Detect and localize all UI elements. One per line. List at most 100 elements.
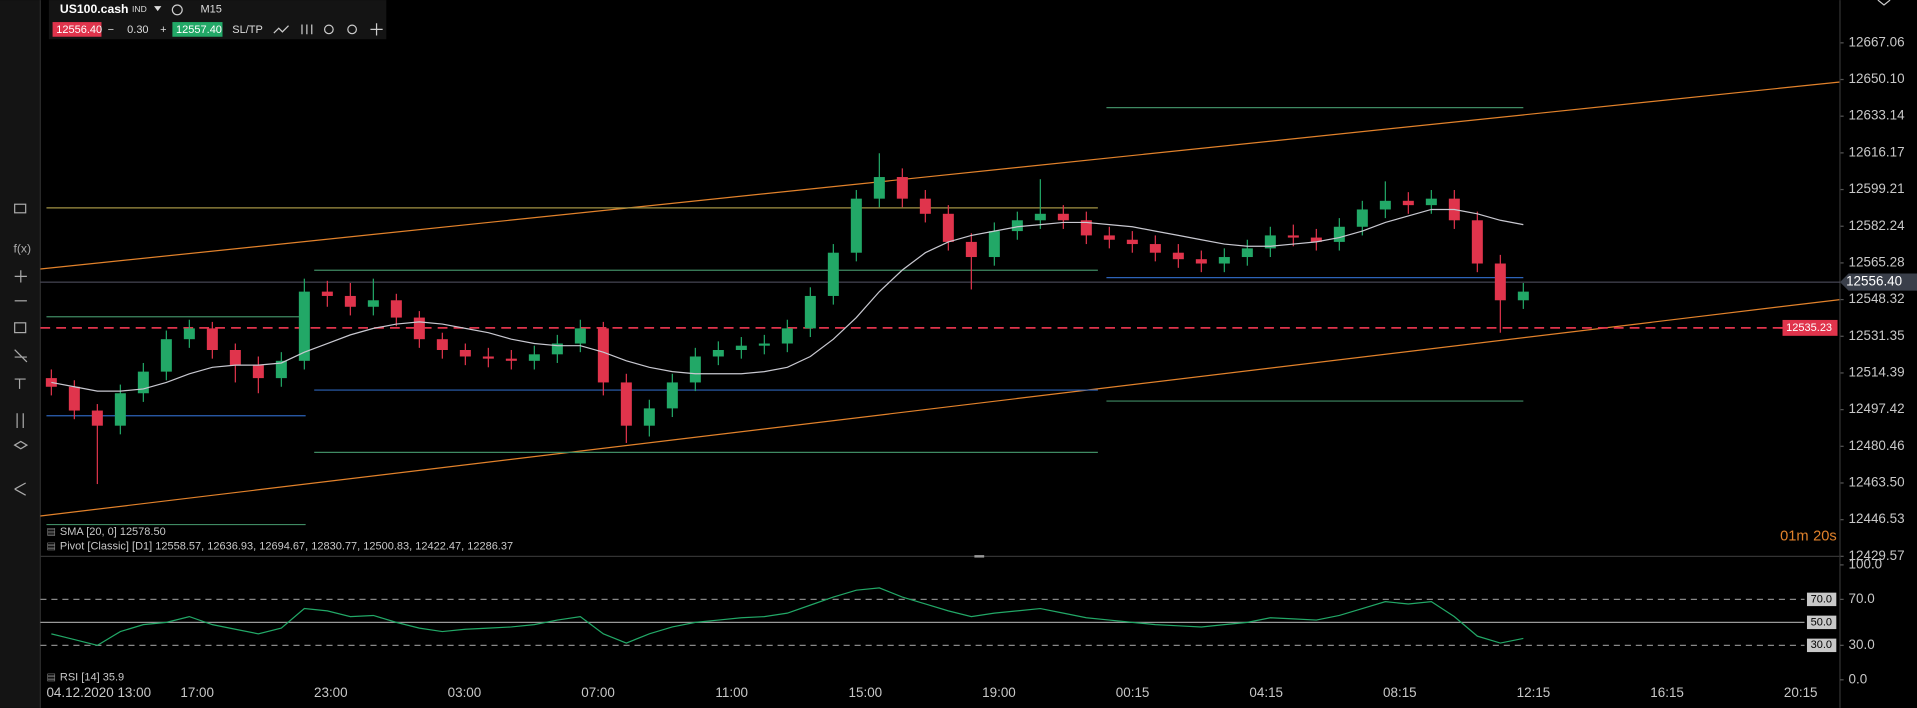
candle-body <box>666 382 678 409</box>
x-tick-label: 15:00 <box>849 685 883 700</box>
candle-body <box>1402 200 1414 206</box>
x-tick-label: 08:15 <box>1383 685 1417 700</box>
x-tick-label: 07:00 <box>581 685 615 700</box>
x-tick-label: 16:15 <box>1650 685 1684 700</box>
symbol[interactable]: US100.cash <box>60 2 129 16</box>
candle-body <box>620 382 632 426</box>
y-tick-label: 12667.06 <box>1849 34 1905 49</box>
rsi-tick-label: 30.0 <box>1849 637 1875 652</box>
info-icon[interactable] <box>171 4 183 16</box>
x-tick-label: 04:15 <box>1249 685 1283 700</box>
indicator-icons[interactable]: ▤ <box>46 672 55 683</box>
rsi-level-label: 30.0 <box>1811 639 1832 651</box>
minus[interactable]: − <box>108 24 114 36</box>
candle-body <box>183 328 195 340</box>
channel-upper <box>40 81 1841 270</box>
candle-body <box>712 350 724 357</box>
candle-body <box>988 231 1000 258</box>
candle-body <box>1379 200 1391 210</box>
tool-icons[interactable]: f(x) <box>13 203 31 496</box>
candle-body <box>919 198 931 214</box>
buy-button[interactable] <box>172 22 223 37</box>
candle-body <box>574 328 586 344</box>
candle-body <box>804 295 816 329</box>
candle-body <box>1103 235 1115 240</box>
rsi-level-tag <box>1806 615 1837 630</box>
candle-body <box>1149 244 1161 253</box>
candle-body <box>137 371 149 394</box>
panel-handle[interactable] <box>974 555 985 558</box>
y-tick-label: 12531.35 <box>1849 328 1905 343</box>
candle-body <box>873 177 885 199</box>
candle-body <box>528 354 540 361</box>
candle-body <box>896 177 908 199</box>
candle-body <box>942 213 954 242</box>
symbol-class: IND <box>132 4 147 14</box>
y-tick-label: 12497.42 <box>1849 401 1905 416</box>
timer-sec: 20s <box>1813 529 1837 545</box>
y-tick-label: 12599.21 <box>1849 181 1905 196</box>
candle-body <box>1356 209 1368 227</box>
svg-text:f(x): f(x) <box>13 242 31 256</box>
y-tick-label: 12565.28 <box>1849 254 1905 269</box>
y-tick-label: 12446.53 <box>1849 511 1905 526</box>
y-tick-label: 12548.32 <box>1849 291 1905 306</box>
candle-body <box>206 328 218 351</box>
candle-body <box>758 343 770 346</box>
sma-label: SMA [20, 0] 12578.50 <box>60 526 166 538</box>
candle-body <box>252 365 264 379</box>
candle-body <box>1195 259 1207 264</box>
rsi-tick-label: 0.0 <box>1849 671 1868 686</box>
x-tick-label: 17:00 <box>180 685 214 700</box>
candle-body <box>965 241 977 258</box>
candle-body <box>1080 220 1092 236</box>
candle-body <box>505 358 517 361</box>
candle-body <box>114 393 126 426</box>
candle-body <box>551 343 563 355</box>
x-tick-label: 19:00 <box>982 685 1016 700</box>
candle-body <box>91 410 103 426</box>
candle-body <box>735 345 747 351</box>
candle-body <box>1333 226 1345 242</box>
candle-body <box>1172 252 1184 260</box>
last-price-label: 12556.40 <box>1846 274 1902 289</box>
candle-body <box>390 300 402 318</box>
indicator-icons[interactable]: ▤ <box>46 541 55 552</box>
x-tick-label: 12:15 <box>1517 685 1551 700</box>
y-tick-label: 12429.57 <box>1849 548 1905 563</box>
candle-body <box>1034 213 1046 221</box>
candle-body <box>436 339 448 351</box>
corner-icon[interactable] <box>1877 0 1891 6</box>
candle-body <box>1471 220 1483 264</box>
candle-body <box>459 350 471 357</box>
candle-body <box>1517 291 1529 301</box>
timeframe[interactable]: M15 <box>201 4 222 16</box>
indicator-icons[interactable]: ▤ <box>46 526 55 537</box>
rsi-tick-label: 70.0 <box>1849 591 1875 606</box>
left-toolbar <box>0 0 41 708</box>
chart-tools[interactable] <box>273 23 383 36</box>
sl-tp[interactable]: SL/TP <box>232 24 263 36</box>
candle-body <box>298 291 310 361</box>
candle-body <box>1057 213 1069 221</box>
y-tick-label: 12480.46 <box>1849 438 1905 453</box>
x-tick-label: 03:00 <box>448 685 482 700</box>
x-tick-label: 11:00 <box>715 685 748 700</box>
plus[interactable]: + <box>160 24 166 36</box>
x-tick-label: 04.12.2020 13:00 <box>46 685 151 700</box>
candle-body <box>344 295 356 307</box>
y-tick-label: 12463.50 <box>1849 475 1905 490</box>
candle-body <box>643 408 655 426</box>
dropdown[interactable] <box>154 6 162 12</box>
rsi-level-tag <box>1806 638 1837 653</box>
ask[interactable]: 12557.40 <box>176 24 222 36</box>
sell-button[interactable] <box>52 22 102 37</box>
bid[interactable]: 12556.40 <box>56 24 102 36</box>
candle-body <box>1241 248 1253 258</box>
sma-line <box>51 208 1524 392</box>
volume[interactable]: 0.30 <box>127 24 148 36</box>
y-tick-label: 12650.10 <box>1849 71 1905 86</box>
